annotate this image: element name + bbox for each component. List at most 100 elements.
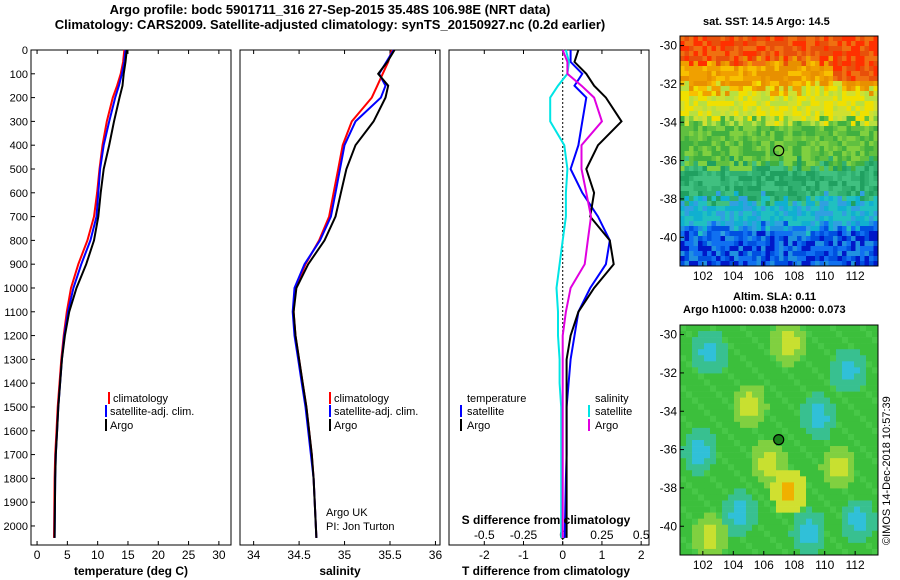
sst-cell — [689, 96, 694, 102]
sst-cell — [689, 261, 694, 267]
y-tick-label: 1500 — [4, 402, 28, 414]
sla-cell — [680, 464, 687, 471]
sla-cell — [698, 536, 705, 544]
sla-cell — [806, 536, 813, 544]
sla-cell — [836, 343, 843, 350]
sst-cell — [851, 171, 856, 177]
sst-cell — [716, 176, 721, 182]
sst-cell — [761, 51, 766, 57]
sst-cell — [774, 201, 780, 207]
sst-cell — [761, 226, 766, 232]
sst-cell — [707, 226, 712, 232]
sla-cell — [770, 548, 777, 556]
sst-cell — [747, 141, 753, 147]
sla-cell — [704, 446, 711, 453]
sla-cell — [812, 325, 819, 332]
sst-cell — [851, 121, 856, 127]
sst-cell — [702, 216, 708, 222]
sst-cell — [833, 146, 838, 152]
sla-cell — [842, 518, 849, 526]
sla-cell — [866, 373, 873, 380]
sla-cell — [800, 331, 807, 338]
sst-cell — [833, 71, 838, 77]
sst-cell — [855, 176, 861, 182]
difference-legend: temperature satellite Argo salinity sate… — [460, 393, 632, 432]
sst-cell — [797, 91, 802, 97]
sst-cell — [689, 231, 694, 237]
sst-cell — [810, 151, 816, 157]
sla-cell — [704, 427, 711, 435]
sst-cell — [842, 116, 847, 122]
sla-cell — [770, 409, 777, 417]
sla-cell — [818, 536, 825, 544]
sst-cell — [734, 81, 739, 87]
sst-cell — [720, 196, 726, 202]
sla-cell — [866, 542, 873, 550]
sst-cell — [693, 191, 699, 197]
sla-cell — [752, 506, 759, 513]
sst-cell — [815, 61, 820, 67]
sla-cell — [824, 385, 831, 392]
sst-cell — [864, 111, 870, 117]
sst-cell — [860, 111, 865, 117]
sla-cell — [842, 427, 849, 435]
sst-cell — [680, 236, 685, 242]
sst-cell — [860, 116, 865, 122]
sst-cell — [864, 96, 870, 102]
sst-cell — [774, 206, 780, 212]
sst-cell — [806, 201, 811, 207]
sst-cell — [864, 246, 870, 252]
sla-cell — [818, 355, 825, 362]
sst-cell — [752, 246, 757, 252]
sst-cell — [828, 86, 834, 92]
sla-cell — [830, 367, 837, 374]
sla-cell — [752, 325, 759, 332]
sla-cell — [716, 512, 723, 519]
sst-cell — [684, 41, 690, 47]
sst-cell — [851, 66, 856, 72]
x-tick-label: 35.5 — [378, 548, 402, 562]
sst-cell — [788, 251, 793, 257]
sst-cell — [743, 156, 748, 162]
sst-cell — [684, 171, 690, 177]
sst-cell — [747, 181, 753, 187]
sst-cell — [752, 76, 757, 82]
sla-cell — [872, 446, 879, 453]
sla-cell — [848, 512, 855, 519]
sst-cell — [788, 116, 793, 122]
sla-cell — [830, 355, 837, 362]
sst-cell — [734, 236, 739, 242]
sst-cell — [873, 41, 879, 47]
sst-cell — [819, 96, 825, 102]
sst-cell — [788, 241, 793, 247]
sst-cell — [689, 146, 694, 152]
sla-cell — [764, 470, 771, 477]
sla-cell — [704, 343, 711, 350]
sla-cell — [764, 548, 771, 556]
sst-cell — [693, 131, 699, 137]
sst-cell — [711, 86, 717, 92]
sla-cell — [716, 409, 723, 417]
sst-cell — [738, 151, 744, 157]
sst-cell — [761, 141, 766, 147]
sla-cell — [752, 409, 759, 417]
sla-cell — [788, 530, 795, 538]
sst-cell — [689, 101, 694, 107]
sla-cell — [848, 488, 855, 495]
x-tick-label: 1 — [599, 548, 606, 562]
sst-cell — [680, 141, 685, 147]
sla-cell — [710, 464, 717, 471]
sst-cell — [725, 111, 730, 117]
sst-cell — [792, 201, 798, 207]
sst-cell — [707, 151, 712, 157]
sla-cell — [860, 458, 867, 465]
sst-cell — [864, 226, 870, 232]
sst-cell — [797, 141, 802, 147]
sst-cell — [761, 61, 766, 67]
sst-cell — [779, 121, 784, 127]
sla-cell — [872, 331, 879, 338]
difference-s-label: S difference from climatology — [462, 513, 631, 527]
sst-cell — [842, 171, 847, 177]
sla-cell — [854, 409, 861, 417]
